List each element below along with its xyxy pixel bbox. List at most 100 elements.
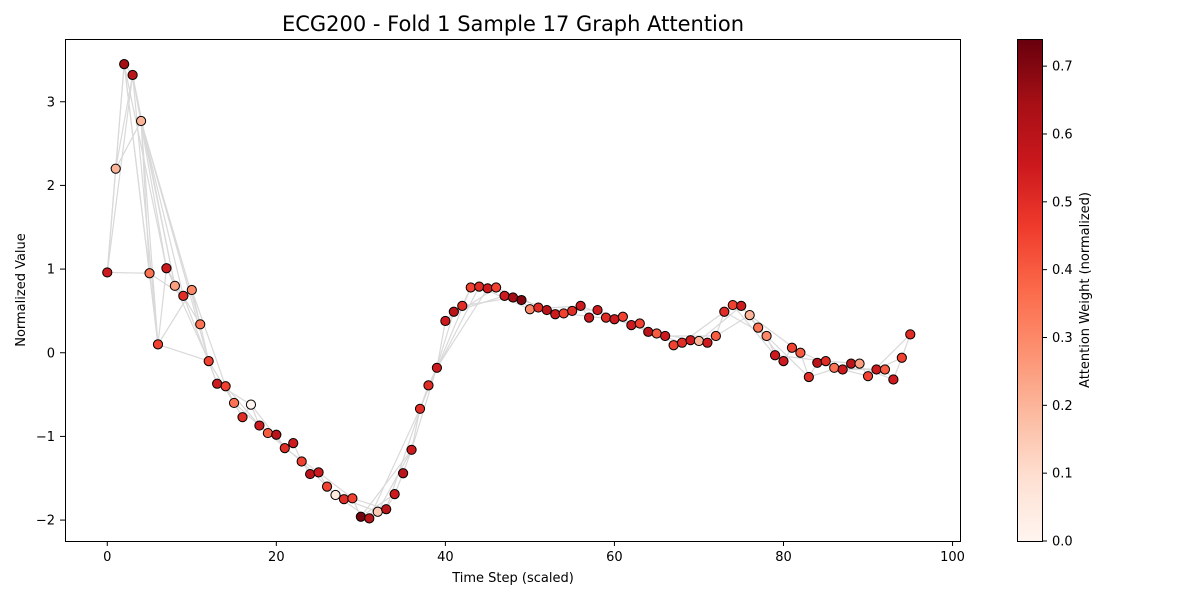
data-point	[524, 304, 536, 315]
colorbar-tick-label: 0.1	[1052, 467, 1073, 482]
x-tick-label: 100	[940, 550, 965, 565]
data-point	[719, 306, 730, 317]
data-point	[195, 319, 206, 330]
data-point	[710, 330, 721, 342]
data-point	[803, 371, 814, 383]
graph-edge	[107, 271, 150, 274]
graph-edge	[436, 320, 446, 368]
data-point	[685, 335, 696, 346]
graph-edge	[225, 385, 260, 426]
data-point	[398, 468, 409, 479]
data-point	[727, 299, 738, 311]
data-point	[161, 263, 172, 274]
data-point	[102, 267, 113, 278]
data-point	[296, 456, 307, 467]
data-point	[338, 494, 350, 505]
chart-title: ECG200 - Fold 1 Sample 17 Graph Attentio…	[282, 12, 744, 36]
data-point	[643, 326, 654, 337]
data-point	[558, 308, 569, 319]
colorbar-tick-label: 0.3	[1052, 331, 1073, 346]
data-point	[288, 438, 299, 449]
data-point	[829, 362, 840, 373]
y-tick-label: 3	[47, 95, 55, 110]
data-point	[490, 282, 502, 293]
data-point	[144, 268, 155, 279]
data-point	[448, 306, 459, 317]
data-point	[330, 489, 341, 501]
data-point	[414, 403, 426, 414]
y-axis-ticks: −2 −1 0 1 2 3	[36, 95, 65, 529]
data-point	[541, 304, 552, 316]
data-point	[127, 69, 138, 81]
data-point	[465, 282, 476, 293]
data-point	[119, 59, 130, 70]
data-point	[592, 304, 603, 316]
data-point	[769, 350, 781, 361]
data-point	[152, 339, 164, 350]
data-point	[736, 300, 747, 311]
data-point	[837, 364, 848, 375]
colorbar: 0.0 0.1 0.2 0.3 0.4 0.5 0.6 0.7 Attention Weigh…	[1017, 39, 1093, 550]
graph-edge	[115, 74, 134, 169]
y-tick-label: −2	[36, 514, 55, 529]
graph-edge	[182, 295, 218, 384]
y-tick-label: 1	[47, 263, 55, 278]
points-layer	[102, 59, 916, 524]
data-point	[110, 163, 121, 174]
x-tick-label: 20	[268, 550, 285, 565]
plot-frame	[65, 39, 961, 542]
x-axis-ticks: 0 20 40 60 80 100	[103, 541, 965, 565]
graph-edge	[157, 268, 168, 345]
data-point	[169, 280, 180, 291]
colorbar-gradient	[1017, 39, 1042, 541]
y-tick-label: 2	[47, 179, 55, 194]
colorbar-tick-label: 0.2	[1052, 399, 1073, 414]
data-point	[347, 493, 358, 504]
data-point	[245, 399, 257, 410]
data-point	[279, 443, 290, 454]
y-tick-label: 0	[47, 346, 55, 361]
graph-edge	[250, 404, 286, 449]
data-point	[634, 318, 645, 329]
graph-edge	[318, 471, 353, 499]
data-point	[381, 504, 392, 515]
x-tick-label: 0	[103, 550, 111, 565]
graph-edge	[436, 288, 489, 369]
data-point	[879, 364, 891, 375]
data-point	[499, 290, 510, 301]
data-point	[550, 309, 561, 320]
data-point	[854, 358, 865, 369]
data-point	[896, 352, 907, 363]
data-point	[660, 330, 671, 342]
data-point	[305, 468, 316, 480]
data-point	[212, 378, 223, 389]
colorbar-frame	[1017, 39, 1043, 542]
edges-layer	[106, 63, 911, 519]
data-point	[617, 311, 628, 322]
colorbar-tick-label: 0.4	[1052, 263, 1073, 278]
data-point	[423, 380, 434, 391]
colorbar-tick-label: 0.0	[1052, 535, 1073, 550]
data-point	[567, 305, 578, 317]
data-point	[820, 356, 831, 367]
data-point	[178, 290, 189, 301]
graph-edge	[157, 343, 209, 362]
data-point	[702, 337, 713, 348]
data-point	[786, 342, 798, 353]
data-point	[626, 320, 637, 331]
data-point	[600, 312, 612, 323]
graph-edge	[132, 74, 176, 286]
graph-edge	[410, 311, 455, 450]
data-point	[237, 412, 248, 423]
data-point	[389, 489, 400, 500]
colorbar-label: Attention Weight (normalized)	[1078, 192, 1093, 388]
data-point	[761, 330, 772, 342]
x-tick-label: 60	[606, 550, 623, 565]
y-tick-label: −1	[36, 430, 55, 445]
data-point	[888, 374, 899, 385]
x-tick-label: 80	[775, 550, 792, 565]
graph-edge	[123, 63, 168, 269]
data-point	[135, 115, 147, 127]
graph-edge	[360, 493, 395, 518]
colorbar-tick-label: 0.5	[1052, 195, 1073, 210]
